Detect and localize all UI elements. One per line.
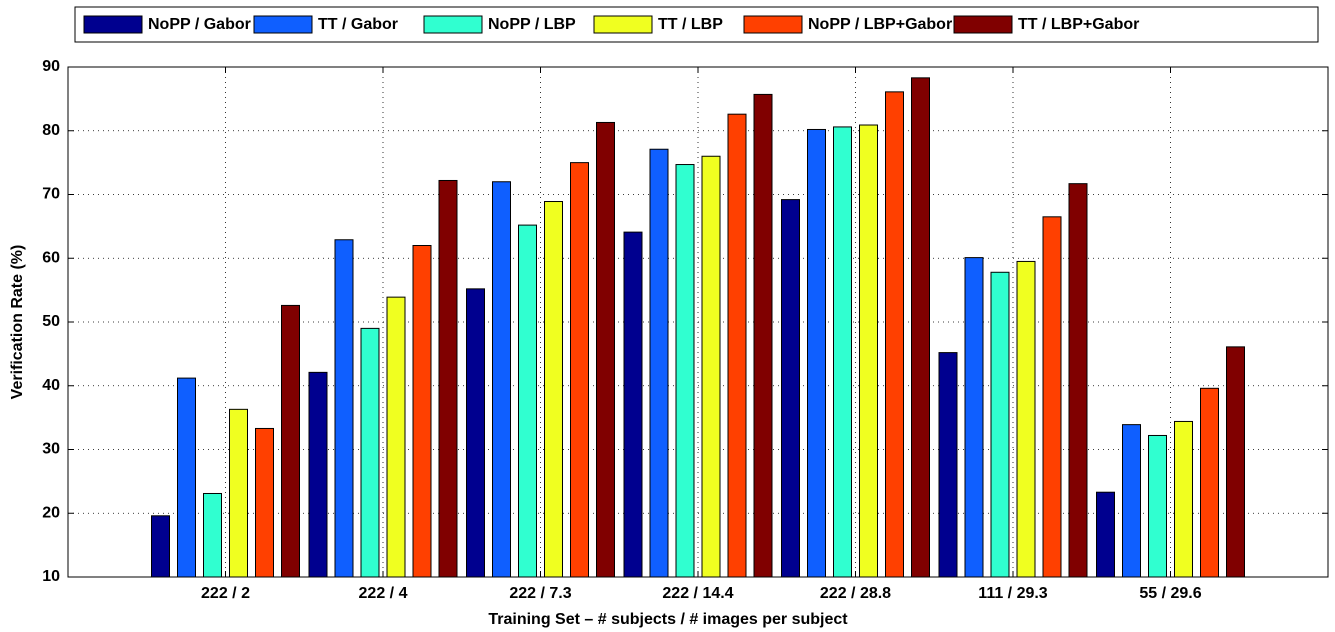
bar [1016, 260, 1036, 578]
bar [518, 224, 537, 578]
bar [1122, 424, 1141, 578]
bar [623, 231, 643, 578]
bar [255, 427, 274, 578]
bar [649, 148, 669, 578]
bar [938, 352, 958, 578]
bar [859, 124, 878, 578]
y-tick-label: 20 [42, 504, 60, 521]
legend-label: NoPP / LBP [488, 16, 576, 33]
bar [990, 271, 1010, 578]
bar [727, 113, 747, 578]
bar [177, 377, 196, 578]
x-tick-label: 222 / 7.3 [509, 585, 571, 602]
bar [753, 93, 773, 578]
x-tick-label: 55 / 29.6 [1139, 585, 1201, 602]
x-tick-label: 111 / 29.3 [978, 585, 1048, 602]
bar [596, 121, 615, 578]
y-tick-label: 40 [42, 377, 60, 394]
legend-label: NoPP / Gabor [148, 16, 251, 33]
bar [675, 164, 695, 578]
x-tick-label: 222 / 2 [201, 585, 250, 602]
bar [438, 179, 458, 578]
y-axis-label: Verification Rate (%) [9, 245, 26, 400]
legend-swatch [953, 15, 1013, 34]
bar [1042, 216, 1062, 578]
bar [360, 327, 380, 578]
legend-label: TT / LBP [658, 16, 723, 33]
legend-label: NoPP / LBP+Gabor [808, 16, 952, 33]
legend-swatch [593, 15, 653, 34]
bar [570, 162, 589, 578]
legend-label: TT / LBP+Gabor [1018, 16, 1139, 33]
bar [544, 201, 563, 578]
bar [1200, 387, 1219, 578]
bar [492, 181, 511, 578]
bar [885, 91, 904, 578]
y-tick-label: 30 [42, 441, 60, 458]
bar [281, 304, 300, 578]
bar [1148, 434, 1167, 578]
bar [203, 492, 222, 578]
bar [964, 257, 984, 578]
bar [1096, 491, 1115, 578]
bar [911, 77, 930, 578]
bar [229, 408, 248, 578]
x-tick-label: 222 / 4 [359, 585, 408, 602]
legend-swatch [253, 15, 313, 34]
bar [1226, 346, 1245, 578]
legend-label: TT / Gabor [318, 16, 398, 33]
plot-frame [67, 66, 1329, 578]
x-axis-label: Training Set – # subjects / # images per… [488, 611, 848, 628]
bar [412, 245, 432, 578]
bar [1068, 183, 1088, 578]
bar [701, 155, 721, 578]
y-tick-label: 90 [42, 58, 60, 75]
y-tick-label: 50 [42, 313, 60, 330]
bar [386, 296, 406, 578]
y-tick-label: 10 [42, 568, 60, 585]
y-tick-label: 70 [42, 186, 60, 203]
bar [833, 126, 852, 578]
x-tick-label: 222 / 28.8 [820, 585, 891, 602]
bar [466, 288, 485, 578]
bar [1174, 420, 1193, 578]
legend-swatch [743, 15, 803, 34]
bar [781, 199, 800, 578]
x-tick-label: 222 / 14.4 [662, 585, 733, 602]
bar [308, 371, 328, 578]
bar [151, 515, 170, 578]
legend-swatch [423, 15, 483, 34]
y-tick-label: 80 [42, 122, 60, 139]
y-tick-label: 60 [42, 249, 60, 266]
legend-swatch [83, 15, 143, 34]
bar [807, 128, 826, 578]
bar [334, 239, 354, 578]
